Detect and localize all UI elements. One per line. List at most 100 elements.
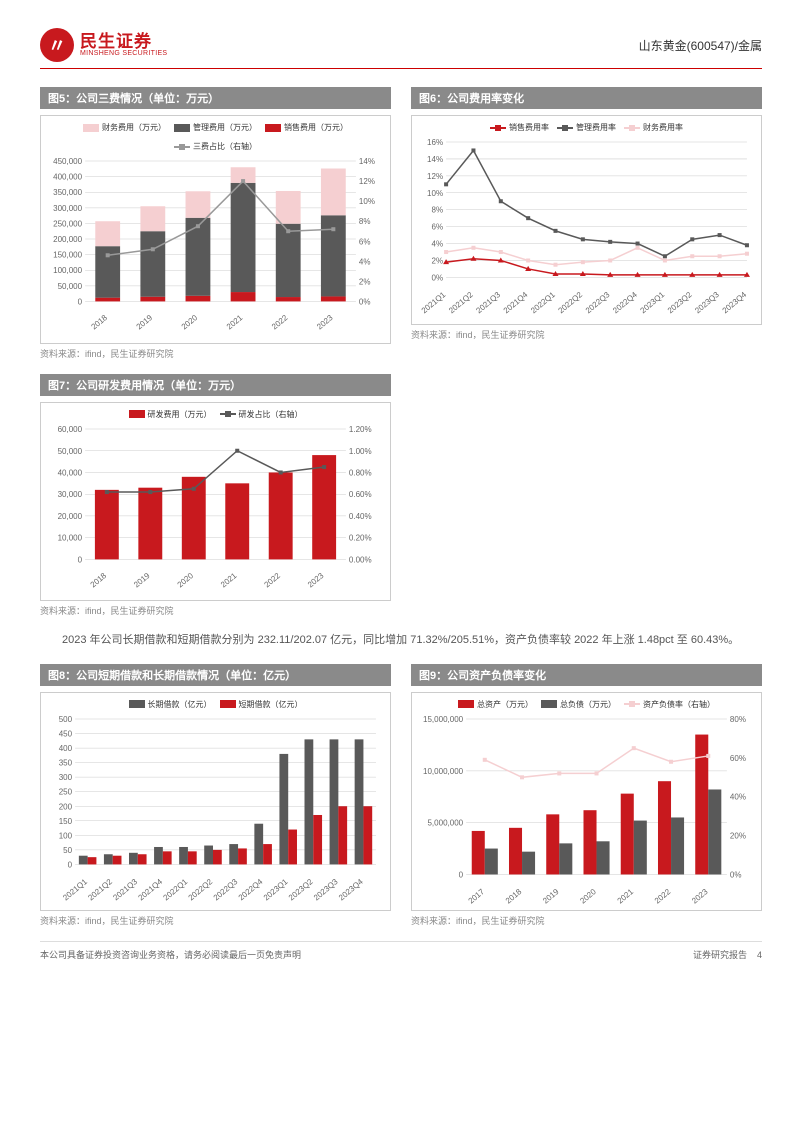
svg-text:350: 350 bbox=[59, 758, 73, 767]
svg-text:30,000: 30,000 bbox=[58, 490, 83, 499]
svg-text:2022: 2022 bbox=[270, 313, 290, 332]
chart8-title: 图8：公司短期借款和长期借款情况（单位：亿元） bbox=[40, 664, 391, 686]
svg-text:2019: 2019 bbox=[135, 313, 155, 332]
chart8-source: 资料来源：ifind，民生证券研究院 bbox=[40, 914, 391, 927]
chart6-source: 资料来源：ifind，民生证券研究院 bbox=[411, 328, 762, 341]
svg-text:2022Q1: 2022Q1 bbox=[162, 876, 190, 902]
svg-text:50: 50 bbox=[63, 846, 72, 855]
svg-text:0.60%: 0.60% bbox=[349, 490, 372, 499]
chart5: 财务费用（万元）管理费用（万元）销售费用（万元）三费占比（右轴）050,0001… bbox=[40, 115, 391, 344]
svg-text:2022Q3: 2022Q3 bbox=[584, 290, 612, 316]
svg-text:0%: 0% bbox=[730, 870, 742, 879]
svg-text:2021: 2021 bbox=[616, 887, 636, 905]
svg-text:8%: 8% bbox=[359, 217, 371, 226]
svg-text:60,000: 60,000 bbox=[58, 425, 83, 434]
svg-text:0.40%: 0.40% bbox=[349, 511, 372, 520]
svg-text:150: 150 bbox=[59, 817, 73, 826]
page-footer: 本公司具备证券投资咨询业务资格，请务必阅读最后一页免责声明 证券研究报告 4 bbox=[40, 941, 762, 961]
svg-text:2023: 2023 bbox=[690, 887, 710, 905]
svg-text:1.00%: 1.00% bbox=[349, 446, 372, 455]
logo-icon: 〃 bbox=[40, 28, 74, 62]
svg-text:2022Q3: 2022Q3 bbox=[212, 876, 240, 902]
chart9-title: 图9：公司资产负债率变化 bbox=[411, 664, 762, 686]
svg-text:2021Q3: 2021Q3 bbox=[474, 290, 502, 316]
svg-text:2023Q2: 2023Q2 bbox=[666, 290, 694, 316]
svg-text:2022Q2: 2022Q2 bbox=[187, 876, 215, 902]
chart9-box: 图9：公司资产负债率变化 总资产（万元）总负债（万元）资产负债率（右轴）05,0… bbox=[411, 664, 762, 928]
svg-text:14%: 14% bbox=[427, 155, 443, 164]
footer-left: 本公司具备证券投资咨询业务资格，请务必阅读最后一页免责声明 bbox=[40, 948, 301, 961]
logo: 〃 民生证券 MINSHENG SECURITIES bbox=[40, 28, 167, 62]
chart7-box: 图7：公司研发费用情况（单位：万元） 研发费用（万元）研发占比（右轴）010,0… bbox=[40, 374, 391, 618]
svg-text:0.80%: 0.80% bbox=[349, 468, 372, 477]
svg-text:0: 0 bbox=[78, 555, 83, 564]
svg-text:200: 200 bbox=[59, 802, 73, 811]
svg-text:2022Q4: 2022Q4 bbox=[611, 290, 639, 316]
svg-text:400,000: 400,000 bbox=[53, 173, 83, 182]
svg-text:2019: 2019 bbox=[541, 887, 561, 905]
chart7-source: 资料来源：ifind，民生证券研究院 bbox=[40, 604, 391, 617]
svg-text:2020: 2020 bbox=[180, 313, 200, 332]
svg-text:16%: 16% bbox=[427, 138, 443, 147]
svg-text:300: 300 bbox=[59, 773, 73, 782]
body-paragraph: 2023 年公司长期借款和短期借款分别为 232.11/202.07 亿元，同比… bbox=[40, 631, 762, 650]
svg-text:2017: 2017 bbox=[467, 887, 487, 905]
svg-text:400: 400 bbox=[59, 744, 73, 753]
chart6-box: 图6：公司费用率变化 销售费用率管理费用率财务费用率0%2%4%6%8%10%1… bbox=[411, 87, 762, 360]
svg-text:50,000: 50,000 bbox=[58, 282, 83, 291]
svg-text:250,000: 250,000 bbox=[53, 219, 83, 228]
svg-text:2018: 2018 bbox=[504, 887, 524, 905]
svg-text:50,000: 50,000 bbox=[58, 446, 83, 455]
svg-text:12%: 12% bbox=[359, 177, 375, 186]
svg-text:12%: 12% bbox=[427, 172, 443, 181]
svg-text:10%: 10% bbox=[359, 197, 375, 206]
page-num: 4 bbox=[757, 950, 762, 960]
svg-text:2021: 2021 bbox=[225, 313, 245, 332]
chart5-source: 资料来源：ifind，民生证券研究院 bbox=[40, 347, 391, 360]
svg-text:300,000: 300,000 bbox=[53, 204, 83, 213]
svg-text:2021Q2: 2021Q2 bbox=[86, 876, 114, 902]
svg-text:2023: 2023 bbox=[315, 313, 335, 332]
chart6: 销售费用率管理费用率财务费用率0%2%4%6%8%10%12%14%16%202… bbox=[411, 115, 762, 325]
svg-text:350,000: 350,000 bbox=[53, 188, 83, 197]
chart9: 总资产（万元）总负债（万元）资产负债率（右轴）05,000,00010,000,… bbox=[411, 692, 762, 912]
svg-text:2021Q4: 2021Q4 bbox=[502, 290, 530, 316]
svg-text:14%: 14% bbox=[359, 157, 375, 166]
svg-text:2023Q1: 2023Q1 bbox=[262, 876, 290, 902]
svg-text:2022: 2022 bbox=[263, 570, 283, 589]
svg-text:2022Q1: 2022Q1 bbox=[529, 290, 557, 316]
svg-text:6%: 6% bbox=[359, 237, 371, 246]
header-right: 山东黄金(600547)/金属 bbox=[639, 37, 762, 54]
logo-cn: 民生证券 bbox=[80, 33, 167, 50]
svg-text:2023Q4: 2023Q4 bbox=[721, 290, 749, 316]
svg-text:40,000: 40,000 bbox=[58, 468, 83, 477]
chart9-source: 资料来源：ifind，民生证券研究院 bbox=[411, 914, 762, 927]
chart8: 长期借款（亿元）短期借款（亿元）050100150200250300350400… bbox=[40, 692, 391, 912]
svg-text:2021Q4: 2021Q4 bbox=[136, 876, 164, 902]
svg-text:2022Q4: 2022Q4 bbox=[237, 876, 265, 902]
svg-text:1.20%: 1.20% bbox=[349, 425, 372, 434]
chart5-box: 图5：公司三费情况（单位：万元） 财务费用（万元）管理费用（万元）销售费用（万元… bbox=[40, 87, 391, 360]
svg-text:20%: 20% bbox=[730, 831, 746, 840]
svg-text:250: 250 bbox=[59, 787, 73, 796]
svg-text:5,000,000: 5,000,000 bbox=[427, 818, 463, 827]
svg-text:10%: 10% bbox=[427, 189, 443, 198]
svg-text:0: 0 bbox=[68, 860, 73, 869]
svg-text:2022Q2: 2022Q2 bbox=[556, 290, 584, 316]
svg-text:2020: 2020 bbox=[578, 887, 598, 905]
chart6-title: 图6：公司费用率变化 bbox=[411, 87, 762, 109]
svg-text:2023Q1: 2023Q1 bbox=[639, 290, 667, 316]
footer-right: 证券研究报告 bbox=[693, 950, 747, 960]
page-header: 〃 民生证券 MINSHENG SECURITIES 山东黄金(600547)/… bbox=[40, 28, 762, 69]
chart7-title: 图7：公司研发费用情况（单位：万元） bbox=[40, 374, 391, 396]
svg-text:2023Q4: 2023Q4 bbox=[337, 876, 365, 902]
svg-text:2019: 2019 bbox=[132, 570, 152, 589]
svg-text:2022: 2022 bbox=[653, 887, 673, 905]
svg-text:2018: 2018 bbox=[89, 570, 109, 589]
logo-en: MINSHENG SECURITIES bbox=[80, 50, 167, 57]
svg-text:0.20%: 0.20% bbox=[349, 533, 372, 542]
svg-text:2023Q2: 2023Q2 bbox=[287, 876, 315, 902]
svg-text:100: 100 bbox=[59, 831, 73, 840]
svg-text:450: 450 bbox=[59, 729, 73, 738]
svg-text:10,000: 10,000 bbox=[58, 533, 83, 542]
